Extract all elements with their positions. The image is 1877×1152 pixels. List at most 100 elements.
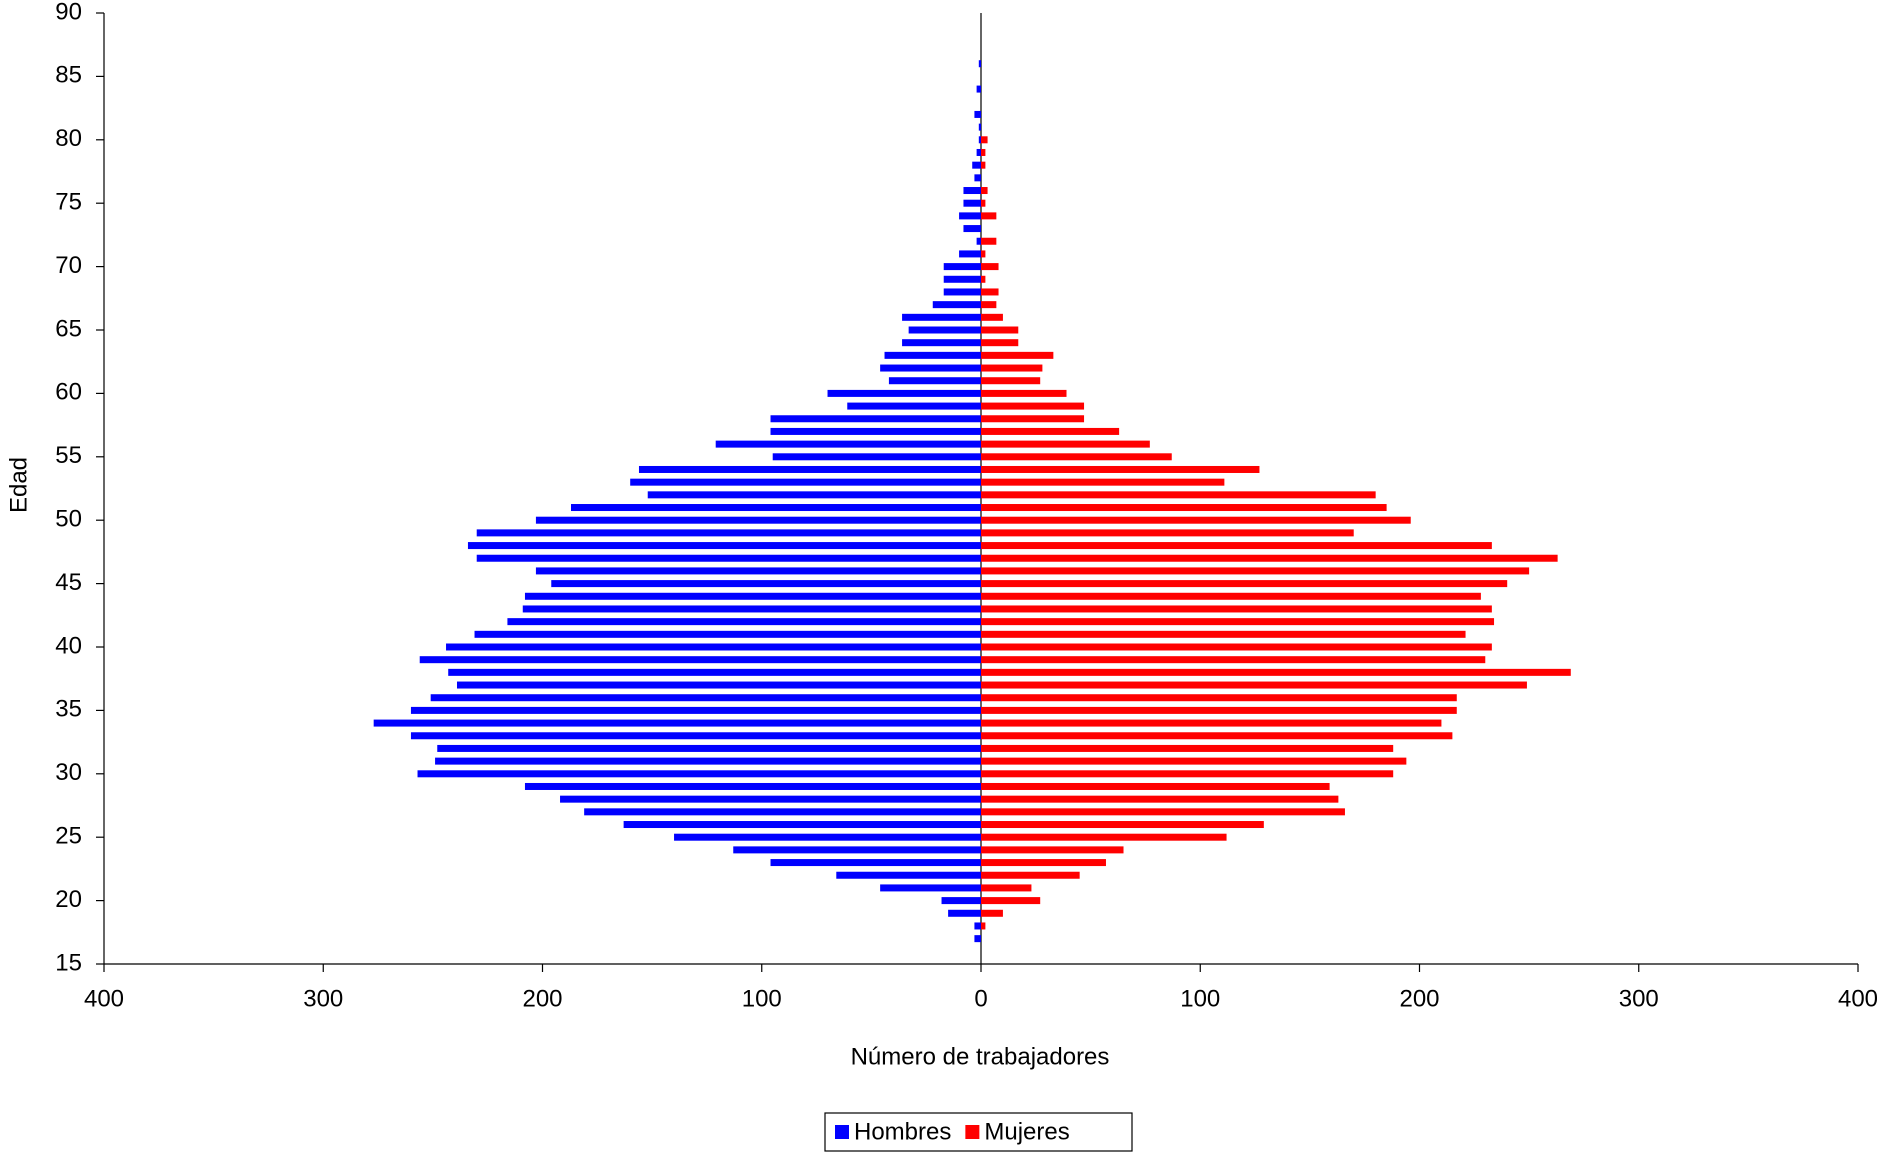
bar <box>981 389 1067 397</box>
bar <box>880 884 981 892</box>
bar <box>981 478 1225 486</box>
bar <box>974 110 981 118</box>
bar <box>978 136 981 144</box>
bar <box>456 681 981 689</box>
bar <box>976 148 981 156</box>
bar <box>959 212 981 220</box>
x-tick-label: 100 <box>742 985 782 1012</box>
bar <box>963 199 981 207</box>
bar <box>981 567 1530 575</box>
bar <box>981 554 1558 562</box>
x-tick-label: 200 <box>1399 985 1439 1012</box>
bar <box>770 859 981 867</box>
bar <box>733 846 981 854</box>
bar <box>981 719 1442 727</box>
y-axis-title: Edad <box>5 457 32 513</box>
bar <box>981 148 986 156</box>
bar <box>981 744 1394 752</box>
bar <box>417 770 982 778</box>
bar <box>959 250 981 258</box>
bar <box>674 833 981 841</box>
bar <box>981 212 997 220</box>
bar <box>981 237 997 245</box>
bar <box>410 732 981 740</box>
bar <box>978 123 981 131</box>
bar <box>974 922 981 930</box>
bar <box>981 440 1150 448</box>
bar <box>981 415 1085 423</box>
bar <box>884 351 981 359</box>
bar <box>410 706 981 714</box>
bar <box>981 161 986 169</box>
bar <box>981 364 1043 372</box>
bar <box>943 288 981 296</box>
bar <box>535 567 981 575</box>
bar <box>908 326 981 334</box>
bar <box>524 782 981 790</box>
x-tick-label: 400 <box>1838 985 1877 1012</box>
bar <box>981 199 986 207</box>
legend-swatch <box>965 1125 980 1139</box>
bar <box>981 821 1264 829</box>
bar <box>981 516 1411 524</box>
bar <box>941 897 981 905</box>
bar <box>981 605 1492 613</box>
bar <box>630 478 981 486</box>
bar <box>476 554 981 562</box>
y-tick-label: 50 <box>55 506 82 533</box>
y-tick-label: 15 <box>55 949 82 976</box>
bar <box>435 757 981 765</box>
bar <box>932 301 981 309</box>
bar <box>981 668 1571 676</box>
bar <box>522 605 981 613</box>
bar <box>880 364 981 372</box>
bar <box>981 313 1003 321</box>
bar <box>981 732 1453 740</box>
legend-swatch <box>835 1125 849 1139</box>
bar <box>981 351 1054 359</box>
bar <box>981 846 1124 854</box>
bar <box>981 491 1376 499</box>
bar <box>981 326 1019 334</box>
bar <box>981 694 1457 702</box>
bar <box>981 897 1041 905</box>
y-tick-label: 85 <box>55 62 82 89</box>
bar <box>981 757 1407 765</box>
bar <box>981 859 1106 867</box>
y-tick-label: 35 <box>55 696 82 723</box>
bar <box>981 795 1339 803</box>
bar <box>715 440 981 448</box>
bar <box>647 491 981 499</box>
x-tick-label: 100 <box>1180 985 1220 1012</box>
bar <box>981 529 1354 537</box>
bar <box>981 884 1032 892</box>
bar <box>584 808 981 816</box>
legend-label: Mujeres <box>984 1118 1069 1145</box>
bar <box>981 275 986 283</box>
bar <box>888 377 981 385</box>
bar <box>847 402 981 410</box>
bar <box>571 504 981 512</box>
bar <box>981 909 1003 917</box>
bar <box>978 60 981 68</box>
y-tick-label: 70 <box>55 252 82 279</box>
x-axis-title: Número de trabajadores <box>851 1043 1110 1070</box>
bar <box>770 415 981 423</box>
bar <box>981 656 1486 664</box>
bar <box>902 313 981 321</box>
bar <box>948 909 981 917</box>
bar <box>974 935 981 943</box>
bar <box>623 821 981 829</box>
bar <box>981 504 1387 512</box>
y-tick-label: 25 <box>55 823 82 850</box>
bar <box>976 237 981 245</box>
bar <box>981 301 997 309</box>
bar <box>981 681 1527 689</box>
bar <box>943 275 981 283</box>
bar <box>981 465 1260 473</box>
bar <box>981 263 999 271</box>
bar <box>943 263 981 271</box>
bar <box>981 618 1495 626</box>
bar <box>981 630 1466 638</box>
bar <box>770 427 981 435</box>
